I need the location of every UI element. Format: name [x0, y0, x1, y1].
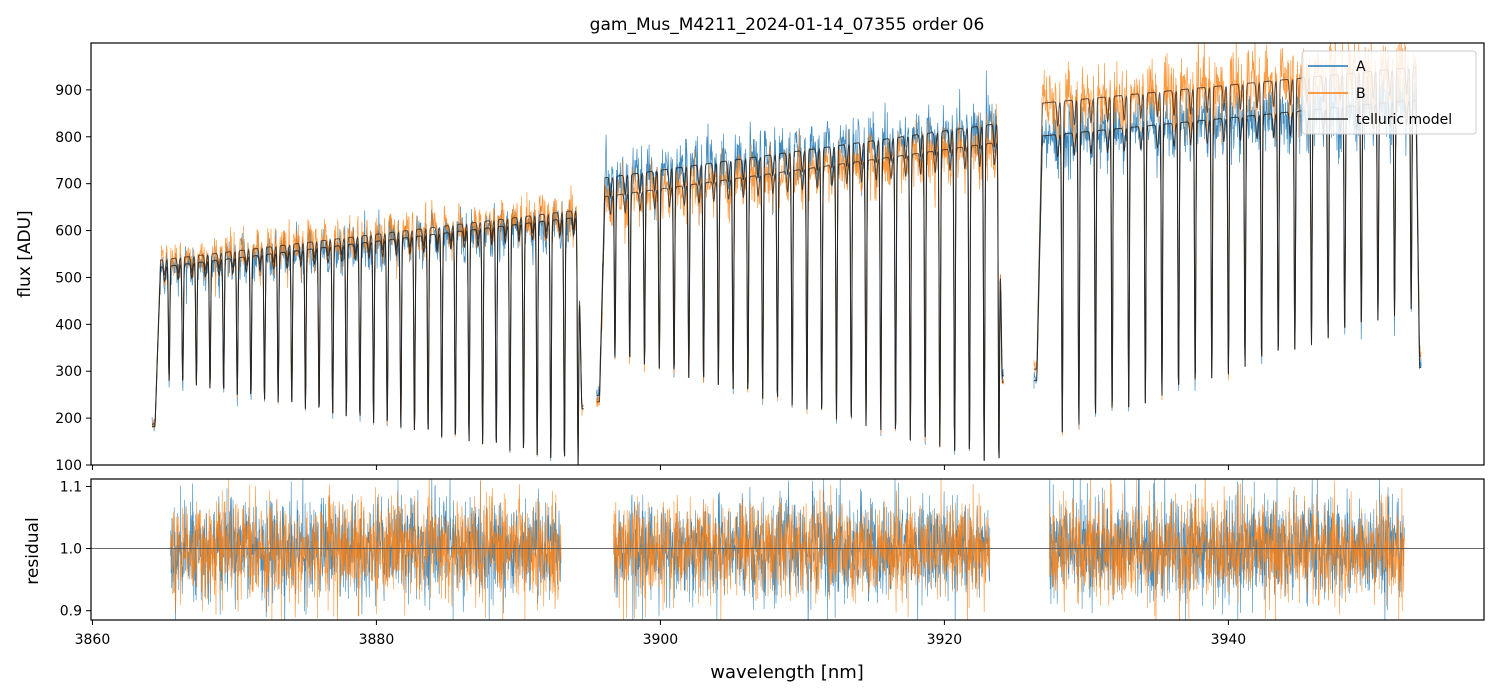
- flux-y-tick-label: 400: [55, 317, 82, 333]
- flux-axes-frame: [90, 42, 1485, 466]
- legend-label-b: B: [1356, 86, 1366, 102]
- residual-series-b-line: [170, 479, 562, 620]
- flux-y-axis-label: flux [ADU]: [15, 210, 35, 297]
- flux-y-tick-label: 800: [55, 130, 82, 146]
- flux-y-tick-label: 600: [55, 224, 82, 240]
- flux-y-tick-label: 300: [55, 364, 82, 380]
- residual-series-b-line: [613, 479, 991, 620]
- residual-series-group: [91, 479, 1484, 620]
- telluric-model-line: [152, 210, 584, 465]
- flux-y-tick-label: 900: [55, 83, 82, 99]
- residual-x-tick-label: 3900: [643, 632, 679, 648]
- legend-box: [1301, 50, 1477, 135]
- series-b-line: [596, 103, 1005, 460]
- residual-series-b-line: [1049, 479, 1405, 620]
- legend: A B telluric model: [1301, 50, 1477, 135]
- residual-x-tick-label: 3860: [75, 632, 111, 648]
- legend-label-model: telluric model: [1356, 112, 1452, 128]
- x-axis-label: wavelength [nm]: [710, 662, 864, 683]
- chart-title: gam_Mus_M4211_2024-01-14_07355 order 06: [590, 15, 985, 35]
- residual-y-tick-label: 1.0: [60, 542, 82, 558]
- residual-panel: 0.91.01.1 3860 3880 3900 3920 3940 residual …: [23, 478, 1485, 683]
- flux-panel: 100 200 300 400 500 600 700 800 900 flux [ADU] A…: [15, 42, 1485, 474]
- flux-y-tick-label: 500: [55, 270, 82, 286]
- flux-y-tick-label: 200: [55, 411, 82, 427]
- legend-label-a: A: [1356, 59, 1366, 75]
- flux-y-ticks: 100 200 300 400 500 600 700 800 900: [55, 83, 91, 474]
- residual-axes-frame: [90, 478, 1485, 621]
- residual-y-ticks: 0.9 1.0 1.1: [60, 479, 91, 620]
- flux-series-group: [151, 43, 1422, 465]
- series-b-line: [151, 185, 584, 464]
- telluric-model-line: [596, 123, 1004, 461]
- residual-x-tick-label: 3880: [359, 632, 395, 648]
- residual-y-tick-label: 1.1: [60, 479, 82, 495]
- residual-x-ticks: 3860 3880 3900 3920 3940: [75, 620, 1247, 648]
- flux-y-tick-label: 100: [55, 458, 82, 474]
- flux-y-tick-label: 700: [55, 177, 82, 193]
- residual-x-tick-label: 3940: [1211, 632, 1247, 648]
- residual-y-tick-label: 0.9: [60, 604, 82, 620]
- residual-y-axis-label: residual: [23, 517, 43, 584]
- residual-x-tick-label: 3920: [927, 632, 963, 648]
- flux-x-ticks: [91, 465, 1229, 470]
- telluric-model-line: [596, 141, 1004, 461]
